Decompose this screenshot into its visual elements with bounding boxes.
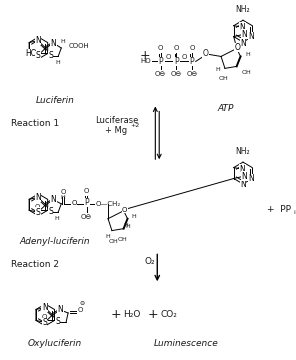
Text: O: O	[202, 49, 208, 58]
Text: S: S	[42, 318, 47, 327]
Text: H: H	[60, 39, 65, 44]
Text: i: i	[294, 210, 295, 215]
Text: N: N	[35, 36, 41, 45]
Text: O: O	[158, 45, 163, 51]
Text: Oxyluciferin: Oxyluciferin	[28, 339, 82, 348]
Text: NH₂: NH₂	[236, 147, 250, 156]
Text: S: S	[36, 208, 40, 217]
Text: O: O	[122, 207, 127, 213]
Text: O: O	[166, 54, 171, 60]
Text: N: N	[42, 303, 48, 312]
Text: ATP: ATP	[217, 104, 234, 113]
Text: N: N	[240, 39, 246, 48]
Text: O⊖: O⊖	[155, 71, 166, 77]
Text: + Mg: + Mg	[105, 126, 127, 135]
Text: P: P	[158, 57, 163, 66]
Text: H₂O: H₂O	[123, 310, 141, 319]
Text: Reaction 2: Reaction 2	[11, 260, 59, 269]
Text: H: H	[54, 216, 59, 221]
Text: H: H	[61, 195, 66, 200]
Text: O—CH₂: O—CH₂	[95, 201, 121, 207]
Text: H: H	[215, 67, 220, 72]
Text: O: O	[78, 307, 83, 313]
Text: +2: +2	[130, 123, 139, 129]
Text: ⊖: ⊖	[34, 198, 40, 203]
Text: OH: OH	[118, 237, 128, 242]
Text: O: O	[189, 45, 194, 51]
Text: COOH: COOH	[69, 43, 90, 49]
Text: S: S	[36, 51, 40, 60]
Text: H: H	[131, 214, 136, 219]
Text: N: N	[51, 39, 56, 48]
Text: N: N	[248, 32, 254, 41]
Text: O: O	[35, 204, 40, 210]
Text: H: H	[105, 234, 110, 239]
Text: Luciferin: Luciferin	[36, 96, 74, 105]
Text: N: N	[248, 174, 254, 183]
Text: Luminescence: Luminescence	[154, 339, 219, 348]
Text: N: N	[242, 30, 247, 39]
Text: S: S	[48, 51, 53, 60]
Text: P: P	[174, 57, 178, 66]
Text: +: +	[111, 309, 122, 321]
Text: H: H	[123, 223, 128, 228]
Text: O₂: O₂	[144, 257, 155, 266]
Text: N: N	[239, 165, 245, 174]
Text: O⊖: O⊖	[186, 71, 197, 77]
Text: O: O	[235, 43, 241, 52]
Text: S: S	[48, 207, 53, 216]
Text: N: N	[240, 180, 246, 189]
Text: O: O	[41, 314, 47, 320]
Text: H: H	[55, 60, 60, 65]
Text: +: +	[139, 49, 150, 63]
Text: CO₂: CO₂	[160, 310, 177, 319]
Text: P: P	[189, 57, 194, 66]
Text: P: P	[84, 198, 89, 207]
Text: +  PP: + PP	[267, 205, 291, 214]
Text: N: N	[57, 306, 63, 315]
Text: O: O	[71, 200, 77, 206]
Text: N: N	[242, 171, 247, 180]
Text: N: N	[51, 195, 56, 204]
Text: H: H	[245, 52, 250, 57]
Text: N: N	[35, 193, 41, 202]
Text: Adenyl-luciferin: Adenyl-luciferin	[20, 237, 90, 246]
Text: OH: OH	[242, 70, 251, 75]
Text: HO: HO	[140, 58, 151, 64]
Text: Luciferase: Luciferase	[95, 116, 138, 125]
Text: HO: HO	[25, 49, 37, 58]
Text: OH: OH	[218, 76, 228, 81]
Text: Reaction 1: Reaction 1	[11, 119, 59, 128]
Text: S: S	[55, 318, 60, 327]
Text: O: O	[181, 54, 187, 60]
Text: O: O	[84, 188, 89, 194]
Text: O⊖: O⊖	[170, 71, 182, 77]
Text: N: N	[239, 23, 245, 32]
Text: ⊖: ⊖	[79, 301, 84, 306]
Text: H: H	[126, 224, 130, 229]
Text: O: O	[61, 189, 66, 195]
Text: O: O	[173, 45, 179, 51]
Text: NH₂: NH₂	[236, 5, 250, 14]
Text: ⊖: ⊖	[41, 309, 46, 314]
Text: +: +	[148, 309, 159, 321]
Text: OH: OH	[109, 239, 119, 244]
Text: O⊖: O⊖	[81, 214, 92, 220]
